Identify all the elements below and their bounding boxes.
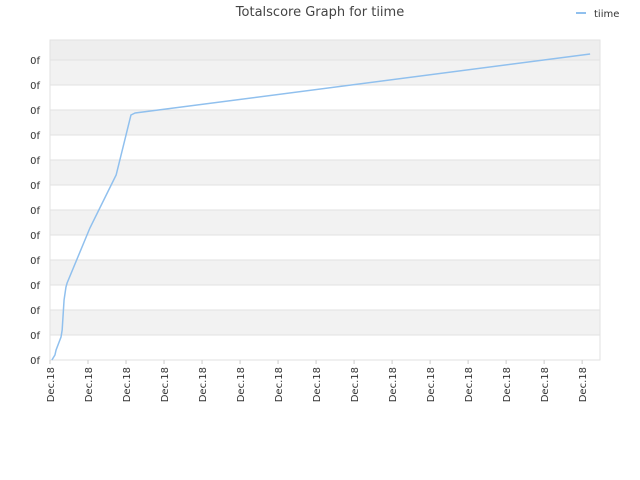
x-tick-label: Dec.18 (388, 367, 399, 402)
y-tick-label: 0f (30, 181, 40, 192)
y-tick-label: 0f (30, 131, 40, 142)
y-tick-label: 0f (30, 306, 40, 317)
data-line (51, 53, 591, 361)
x-tick-label: Dec.18 (350, 367, 361, 402)
x-tick-label: Dec.18 (198, 367, 209, 402)
plot-band (50, 160, 600, 185)
x-tick-label: Dec.18 (464, 367, 475, 402)
x-tick-label: Dec.18 (502, 367, 513, 402)
y-tick-label: 0f (30, 281, 40, 292)
y-tick-label: 0f (30, 331, 40, 342)
y-tick-label: 0f (30, 156, 40, 167)
x-tick-label: Dec.18 (578, 367, 589, 402)
y-tick-label: 0f (30, 231, 40, 242)
x-tick-label: Dec.18 (84, 367, 95, 402)
x-tick-label: Dec.18 (160, 367, 171, 402)
y-tick-label: 0f (30, 106, 40, 117)
x-tick-label: Dec.18 (122, 367, 133, 402)
y-tick-label: 0f (30, 81, 40, 92)
x-tick-label: Dec.18 (540, 367, 551, 402)
y-tick-label: 0f (30, 256, 40, 267)
x-tick-label: Dec.18 (312, 367, 323, 402)
plot-frame (49, 39, 601, 361)
chart-title: Totalscore Graph for tiime (235, 5, 404, 20)
plot-band (50, 310, 600, 335)
y-tick-label: 0f (30, 56, 40, 67)
plot-band (50, 260, 600, 285)
y-tick-label: 0f (30, 356, 40, 367)
plot-band (50, 40, 600, 60)
legend-label[interactable]: tiime (594, 9, 619, 20)
x-tick-label: Dec.18 (46, 367, 57, 402)
plot-band (50, 210, 600, 235)
x-tick-label: Dec.18 (426, 367, 437, 402)
x-tick-label: Dec.18 (274, 367, 285, 402)
y-tick-label: 0f (30, 206, 40, 217)
plot-band (50, 110, 600, 135)
x-tick-label: Dec.18 (236, 367, 247, 402)
